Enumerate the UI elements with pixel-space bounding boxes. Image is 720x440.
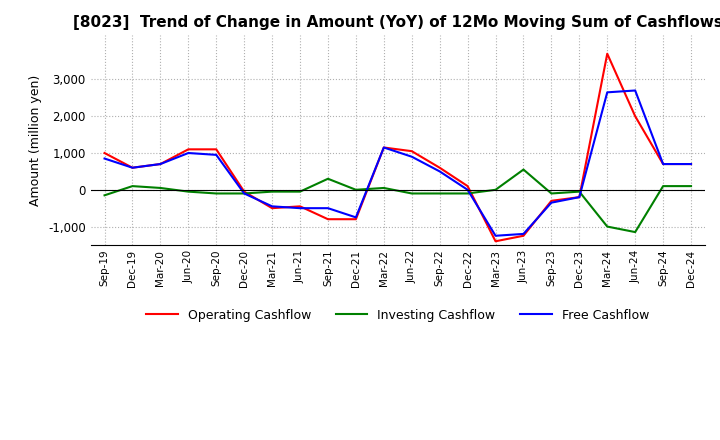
Operating Cashflow bbox=[463, 183, 472, 189]
Operating Cashflow bbox=[408, 149, 416, 154]
Line: Free Cashflow: Free Cashflow bbox=[104, 91, 691, 236]
Operating Cashflow bbox=[491, 238, 500, 244]
Free Cashflow bbox=[631, 88, 639, 93]
Free Cashflow bbox=[268, 204, 276, 209]
Title: [8023]  Trend of Change in Amount (YoY) of 12Mo Moving Sum of Cashflows: [8023] Trend of Change in Amount (YoY) o… bbox=[73, 15, 720, 30]
Investing Cashflow bbox=[268, 189, 276, 194]
Investing Cashflow bbox=[575, 189, 584, 194]
Operating Cashflow bbox=[519, 233, 528, 238]
Free Cashflow bbox=[436, 169, 444, 174]
Operating Cashflow bbox=[156, 161, 165, 167]
Investing Cashflow bbox=[100, 193, 109, 198]
Free Cashflow bbox=[519, 231, 528, 237]
Investing Cashflow bbox=[212, 191, 220, 196]
Free Cashflow bbox=[156, 161, 165, 167]
Free Cashflow bbox=[240, 191, 248, 196]
Operating Cashflow bbox=[379, 145, 388, 150]
Operating Cashflow bbox=[212, 147, 220, 152]
Investing Cashflow bbox=[603, 224, 611, 229]
Operating Cashflow bbox=[603, 51, 611, 56]
Line: Operating Cashflow: Operating Cashflow bbox=[104, 54, 691, 241]
Free Cashflow bbox=[351, 215, 360, 220]
Operating Cashflow bbox=[575, 194, 584, 200]
Operating Cashflow bbox=[659, 161, 667, 167]
Investing Cashflow bbox=[659, 183, 667, 189]
Free Cashflow bbox=[659, 161, 667, 167]
Investing Cashflow bbox=[324, 176, 333, 181]
Free Cashflow bbox=[547, 200, 556, 205]
Investing Cashflow bbox=[379, 185, 388, 191]
Investing Cashflow bbox=[547, 191, 556, 196]
Operating Cashflow bbox=[351, 216, 360, 222]
Investing Cashflow bbox=[491, 187, 500, 192]
Investing Cashflow bbox=[631, 229, 639, 235]
Line: Investing Cashflow: Investing Cashflow bbox=[104, 169, 691, 232]
Operating Cashflow bbox=[324, 216, 333, 222]
Investing Cashflow bbox=[184, 189, 193, 194]
Y-axis label: Amount (million yen): Amount (million yen) bbox=[30, 74, 42, 206]
Investing Cashflow bbox=[463, 191, 472, 196]
Investing Cashflow bbox=[408, 191, 416, 196]
Investing Cashflow bbox=[351, 187, 360, 192]
Free Cashflow bbox=[324, 205, 333, 211]
Free Cashflow bbox=[212, 152, 220, 158]
Free Cashflow bbox=[296, 205, 305, 211]
Investing Cashflow bbox=[240, 191, 248, 196]
Free Cashflow bbox=[184, 150, 193, 156]
Free Cashflow bbox=[575, 194, 584, 200]
Investing Cashflow bbox=[128, 183, 137, 189]
Free Cashflow bbox=[379, 145, 388, 150]
Operating Cashflow bbox=[436, 165, 444, 170]
Operating Cashflow bbox=[687, 161, 696, 167]
Free Cashflow bbox=[463, 187, 472, 192]
Investing Cashflow bbox=[436, 191, 444, 196]
Free Cashflow bbox=[491, 233, 500, 238]
Operating Cashflow bbox=[296, 204, 305, 209]
Investing Cashflow bbox=[519, 167, 528, 172]
Operating Cashflow bbox=[240, 189, 248, 194]
Operating Cashflow bbox=[100, 150, 109, 156]
Operating Cashflow bbox=[631, 114, 639, 119]
Free Cashflow bbox=[408, 154, 416, 159]
Investing Cashflow bbox=[687, 183, 696, 189]
Operating Cashflow bbox=[268, 205, 276, 211]
Free Cashflow bbox=[128, 165, 137, 170]
Investing Cashflow bbox=[156, 185, 165, 191]
Operating Cashflow bbox=[184, 147, 193, 152]
Operating Cashflow bbox=[128, 165, 137, 170]
Free Cashflow bbox=[687, 161, 696, 167]
Free Cashflow bbox=[100, 156, 109, 161]
Legend: Operating Cashflow, Investing Cashflow, Free Cashflow: Operating Cashflow, Investing Cashflow, … bbox=[141, 304, 654, 327]
Operating Cashflow bbox=[547, 198, 556, 203]
Investing Cashflow bbox=[296, 189, 305, 194]
Free Cashflow bbox=[603, 90, 611, 95]
